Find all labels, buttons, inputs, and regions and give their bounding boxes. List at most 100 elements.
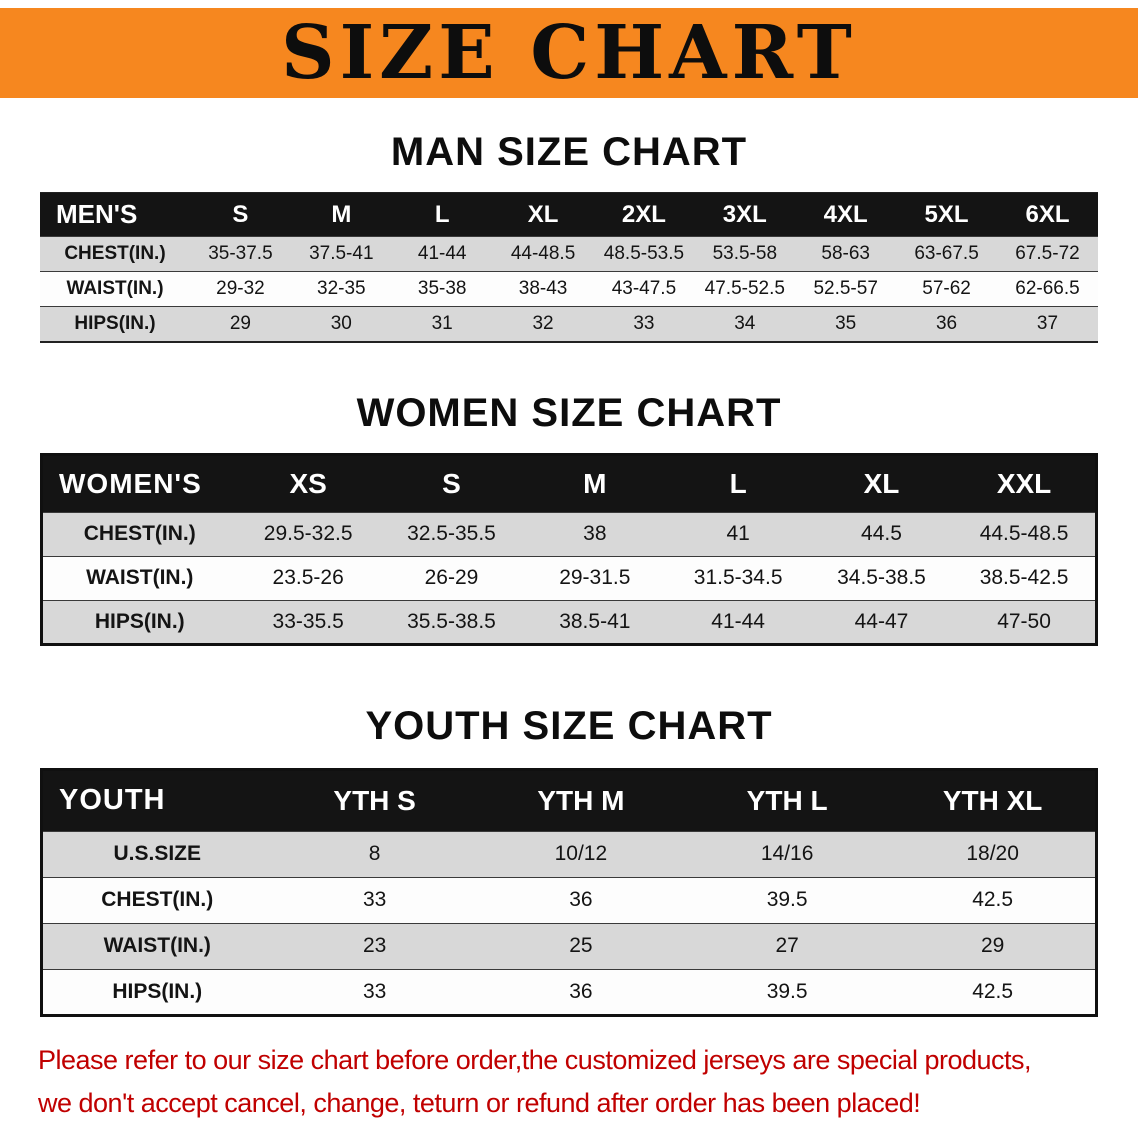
- table-cell: 32.5-35.5: [407, 522, 496, 545]
- table-cell: 32-35: [317, 278, 366, 299]
- table-cell: 10/12: [554, 842, 608, 865]
- column-header: S: [190, 192, 291, 237]
- size-chart-page: SIZE CHART MAN SIZE CHART MEN'S S M L XL 2XL 3…: [0, 8, 1138, 1121]
- disclaimer-note: Please refer to our size chart before or…: [38, 1043, 1100, 1121]
- table-cell: 23.5-26: [272, 566, 344, 589]
- banner: SIZE CHART: [0, 8, 1138, 98]
- table-row: WAIST(IN.) 23.5-26 26-29 29-31.5 31.5-34.5 34…: [41, 556, 1097, 600]
- row-label: CHEST(IN.): [83, 522, 196, 545]
- table-row: WAIST(IN.) 23 25 27 29: [41, 923, 1097, 969]
- table-row: HIPS(IN.) 29 30 31 32 33 34 35 36 37: [40, 306, 1098, 342]
- youth-size-section: YOUTH SIZE CHART YOUTH YTH S YTH M YTH L YTH…: [0, 702, 1138, 1017]
- table-cell: 29-31.5: [559, 566, 631, 589]
- row-label: U.S.SIZE: [113, 842, 202, 865]
- note-line-2: we don't accept cancel, change, teturn o…: [38, 1087, 921, 1118]
- table-cell: 41-44: [417, 243, 467, 264]
- table-cell: 57-62: [922, 278, 971, 299]
- table-cell: 52.5-57: [813, 278, 878, 299]
- table-cell: 31.5-34.5: [693, 566, 783, 589]
- table-cell: 53.5-58: [712, 243, 778, 264]
- column-header: M: [290, 192, 392, 237]
- youth-section-heading: YOUTH SIZE CHART: [365, 703, 773, 748]
- table-row: CHEST(IN.) 35-37.5 37.5-41 41-44 44-48.5 48.5…: [40, 236, 1098, 272]
- table-cell: 14/16: [760, 842, 814, 865]
- table-cell: 38-43: [518, 278, 568, 299]
- table-cell: 58-63: [821, 243, 870, 264]
- table-cell: 26-29: [424, 566, 479, 589]
- table-cell: 44-48.5: [510, 243, 576, 264]
- table-cell: 29: [980, 934, 1005, 957]
- table-corner-label: WOMEN'S: [41, 454, 237, 512]
- table-cell: 29-32: [216, 278, 265, 299]
- header-row: YOUTH YTH S YTH M YTH L YTH XL: [41, 769, 1097, 831]
- table-cell: 62-66.5: [1015, 278, 1080, 299]
- table-corner-label: MEN'S: [40, 192, 190, 237]
- table-cell: 37: [1036, 312, 1059, 334]
- table-cell: 35-38: [417, 278, 467, 299]
- row-label: WAIST(IN.): [103, 934, 211, 957]
- column-header: XL: [809, 454, 954, 512]
- table-cell: 23: [362, 934, 387, 957]
- table-cell: 31: [431, 312, 453, 334]
- table-cell: 35: [835, 312, 857, 334]
- table-cell: 29.5-32.5: [263, 522, 353, 545]
- table-cell: 41-44: [711, 609, 765, 633]
- table-cell: 36: [569, 979, 593, 1003]
- table-cell: 37.5-41: [309, 243, 374, 264]
- column-header: YTH XL: [890, 769, 1097, 831]
- table-cell: 42.5: [972, 888, 1014, 911]
- table-cell: 44.5: [861, 522, 902, 545]
- table-cell: 44-47: [854, 609, 909, 633]
- table-cell: 29: [229, 312, 251, 334]
- women-size-table: WOMEN'S XS S M L XL XXL CHEST(IN.) 29.5-32.5 32.5…: [40, 452, 1098, 646]
- table-cell: 33-35.5: [272, 609, 344, 633]
- column-header: YTH L: [684, 769, 891, 831]
- column-header: YTH S: [271, 769, 478, 831]
- table-cell: 38.5-42.5: [979, 566, 1069, 589]
- men-size-table: MEN'S S M L XL 2XL 3XL 4XL 5XL 6XL CHEST(IN.) 35-37…: [40, 192, 1098, 343]
- table-row: WAIST(IN.) 29-32 32-35 35-38 38-43 43-47.5 47.…: [40, 271, 1098, 307]
- row-label: HIPS(IN.): [74, 312, 156, 334]
- column-header: M: [523, 454, 667, 512]
- women-size-section: WOMEN SIZE CHART WOMEN'S XS S M L XL XXL CHEST(…: [0, 389, 1138, 646]
- column-header: S: [379, 454, 524, 512]
- men-section-heading: MAN SIZE CHART: [390, 130, 748, 174]
- table-row: CHEST(IN.) 33 36 39.5 42.5: [41, 877, 1097, 923]
- table-cell: 63-67.5: [914, 243, 979, 264]
- table-cell: 47.5-52.5: [704, 278, 785, 299]
- note-line-1: Please refer to our size chart before or…: [38, 1044, 1032, 1075]
- table-cell: 38: [583, 522, 607, 545]
- table-cell: 35.5-38.5: [407, 609, 496, 633]
- table-cell: 32: [532, 312, 554, 334]
- column-header: 4XL: [795, 192, 897, 237]
- table-cell: 47-50: [997, 609, 1051, 633]
- women-section-heading: WOMEN SIZE CHART: [356, 390, 782, 435]
- table-cell: 36: [935, 312, 958, 334]
- table-cell: 38.5-41: [559, 609, 631, 633]
- table-cell: 34.5-38.5: [837, 566, 926, 589]
- table-cell: 8: [368, 842, 381, 865]
- column-header: XXL: [953, 454, 1097, 512]
- table-cell: 67.5-72: [1015, 243, 1080, 264]
- row-label: CHEST(IN.): [64, 243, 166, 264]
- column-header: L: [666, 454, 810, 512]
- row-label: WAIST(IN.): [66, 278, 164, 299]
- table-cell: 48.5-53.5: [603, 243, 685, 264]
- row-label: HIPS(IN.): [94, 609, 185, 633]
- column-header: L: [391, 192, 493, 237]
- men-size-section: MAN SIZE CHART MEN'S S M L XL 2XL 3XL 4XL 5XL 6XL…: [0, 128, 1138, 343]
- table-cell: 43-47.5: [611, 278, 677, 299]
- row-label: HIPS(IN.): [112, 979, 203, 1003]
- header-row: WOMEN'S XS S M L XL XXL: [41, 454, 1097, 512]
- table-cell: 33: [362, 979, 387, 1003]
- table-cell: 33: [633, 312, 655, 334]
- youth-size-table: YOUTH YTH S YTH M YTH L YTH XL U.S.SIZE 8 10/12…: [40, 767, 1098, 1017]
- table-cell: 18/20: [966, 842, 1019, 865]
- column-header: XL: [492, 192, 594, 237]
- table-row: HIPS(IN.) 33-35.5 35.5-38.5 38.5-41 41-44 44-…: [41, 600, 1097, 644]
- table-corner-label: YOUTH: [41, 769, 272, 831]
- banner-title: SIZE CHART: [281, 10, 857, 96]
- table-row: HIPS(IN.) 33 36 39.5 42.5: [41, 969, 1097, 1015]
- table-cell: 42.5: [972, 979, 1014, 1003]
- table-cell: 35-37.5: [208, 243, 273, 264]
